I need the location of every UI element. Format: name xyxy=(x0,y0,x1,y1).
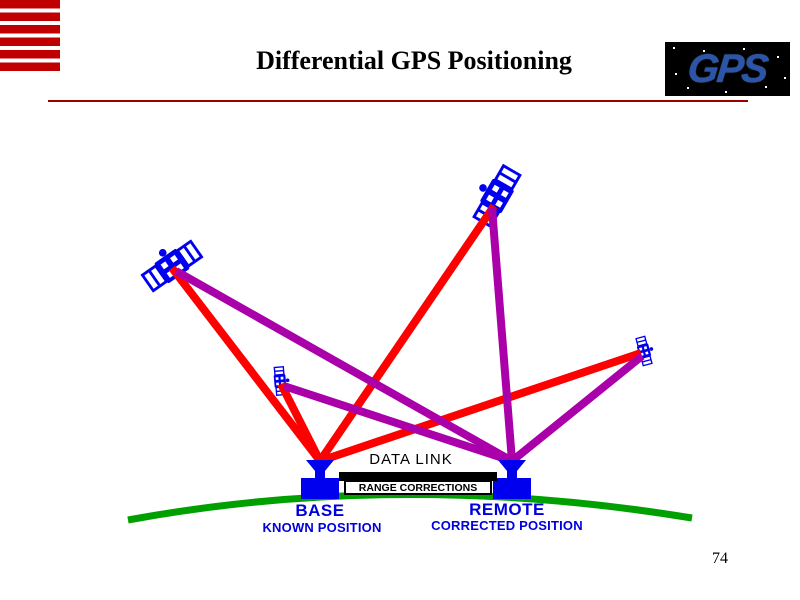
earth-surface-line xyxy=(127,491,693,524)
satellite-signals-to-remote xyxy=(174,207,645,465)
remote-receiver-box xyxy=(493,478,531,499)
signal-line-sat3-remote xyxy=(282,382,514,465)
flag-stripes-decoration xyxy=(0,0,60,71)
range-corrections-label: RANGE CORRECTIONS xyxy=(358,481,478,494)
signal-line-sat3-base xyxy=(277,382,324,463)
range-corrections-box: RANGE CORRECTIONS xyxy=(344,480,492,495)
slide-title: Differential GPS Positioning xyxy=(256,46,572,75)
signal-line-sat4-base xyxy=(318,349,643,465)
remote-station xyxy=(493,460,531,499)
signal-line-sat2-remote xyxy=(488,207,516,462)
base-station xyxy=(301,460,339,499)
page-number: 74 xyxy=(712,550,728,567)
base-label: BASE xyxy=(295,501,345,520)
remote-antenna-icon xyxy=(498,460,526,479)
gps-logo: GPS xyxy=(665,42,790,96)
signal-line-sat4-remote xyxy=(509,352,645,465)
data-link-bar xyxy=(339,472,497,481)
satellite-signals-to-base xyxy=(168,203,643,465)
signal-line-sat2-base xyxy=(316,203,498,464)
base-caption: KNOWN POSITION xyxy=(262,520,382,535)
remote-caption: CORRECTED POSITION xyxy=(431,518,583,533)
data-link-label: DATA LINK xyxy=(369,451,453,468)
signal-line-sat1-remote xyxy=(174,267,514,465)
base-antenna-icon xyxy=(306,460,334,479)
base-receiver-box xyxy=(301,478,339,499)
signal-line-sat1-base xyxy=(168,265,324,464)
remote-label: REMOTE xyxy=(469,500,545,519)
title-divider-rule xyxy=(48,100,748,102)
star-dots-icon xyxy=(673,47,675,49)
